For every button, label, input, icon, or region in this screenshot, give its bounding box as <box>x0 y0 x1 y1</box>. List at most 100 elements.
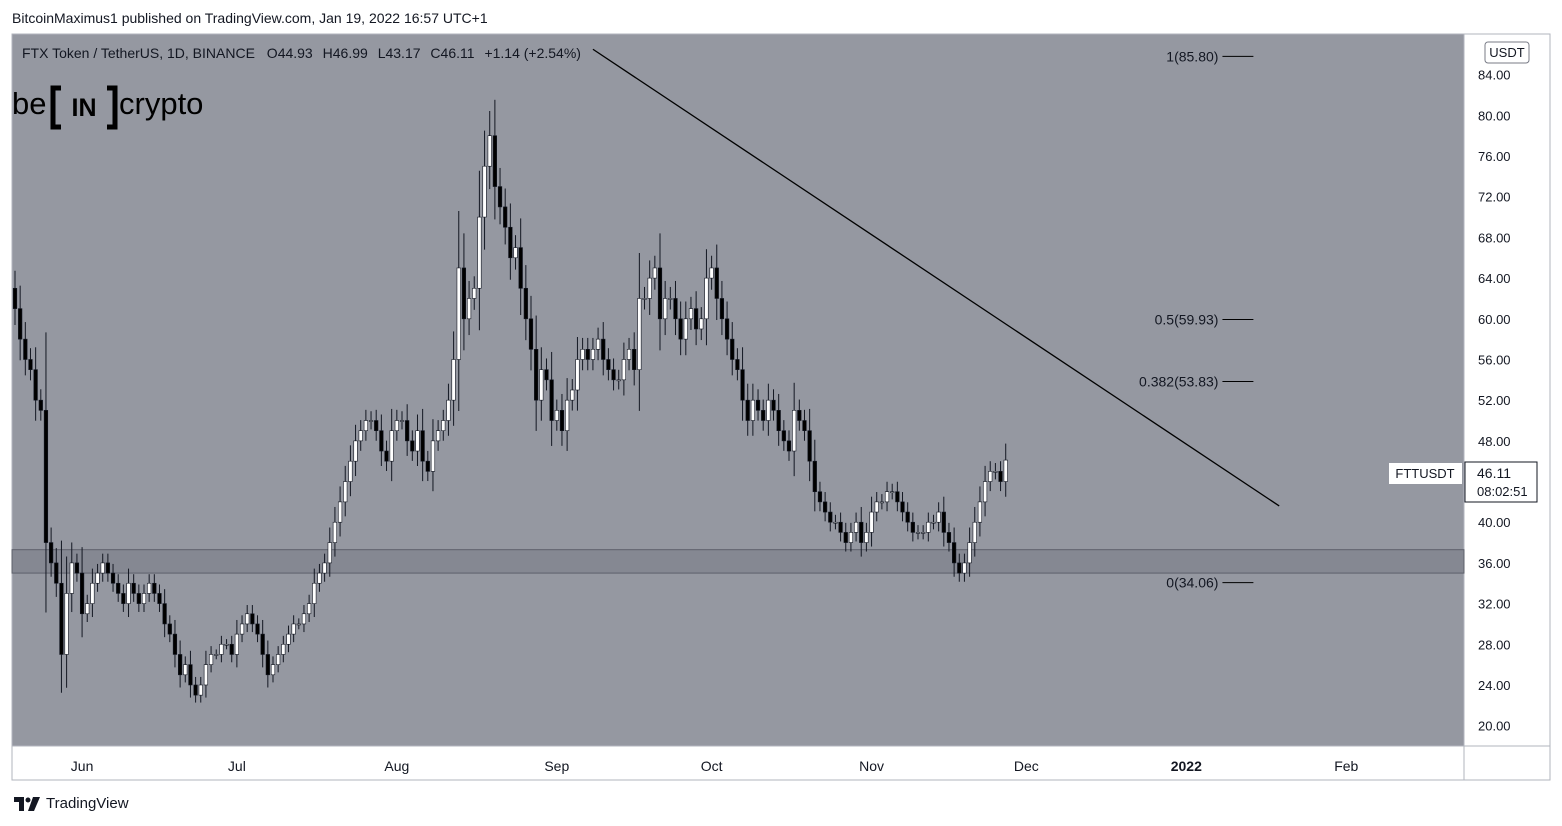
support-zone <box>11 549 1465 574</box>
candle <box>724 301 730 356</box>
candle <box>719 280 725 336</box>
candle <box>43 332 49 613</box>
candle <box>492 99 497 220</box>
candle <box>327 527 332 577</box>
candle <box>750 383 755 436</box>
candle-body <box>673 298 678 320</box>
price-tick-label: 56.00 <box>1478 352 1511 367</box>
time-tick-label: Jun <box>71 758 94 774</box>
candle <box>761 399 766 431</box>
candle <box>430 419 436 492</box>
currency-badge[interactable]: USDT <box>1484 41 1530 64</box>
candle <box>152 574 157 602</box>
price-tag-countdown: 08:02:51 <box>1477 484 1528 499</box>
candle-body <box>157 593 162 604</box>
candle <box>229 635 234 663</box>
candle-body <box>332 521 338 543</box>
candle-body <box>719 298 725 320</box>
candle-body <box>219 643 224 655</box>
candle-body <box>642 298 647 300</box>
time-tick-label: Nov <box>859 758 884 774</box>
candle <box>559 393 565 446</box>
candle-body <box>549 379 554 421</box>
candle <box>358 420 363 451</box>
candle <box>967 527 972 577</box>
candle <box>224 639 229 650</box>
candle <box>456 210 461 411</box>
candle <box>487 110 492 190</box>
candle <box>508 203 513 280</box>
price-tick-label: 28.00 <box>1478 637 1511 652</box>
candle <box>786 430 792 461</box>
candle-body <box>668 298 673 300</box>
candle-body <box>554 410 559 421</box>
candle-body <box>224 643 229 646</box>
candle <box>626 337 632 371</box>
candle <box>446 383 451 436</box>
candle-body <box>833 521 838 524</box>
candle <box>952 527 957 577</box>
candle <box>172 619 178 668</box>
time-axis[interactable] <box>12 746 1550 780</box>
candle <box>276 646 281 673</box>
high-value: 46.99 <box>333 45 368 61</box>
candle-body <box>188 664 193 686</box>
candle-body <box>79 572 85 615</box>
candle <box>18 285 23 361</box>
candle <box>79 547 85 638</box>
candle <box>957 553 962 582</box>
candle <box>982 465 988 517</box>
candle-body <box>580 349 585 360</box>
candle <box>714 244 719 321</box>
candle-body <box>270 664 276 676</box>
candle <box>652 255 657 290</box>
candle-body <box>482 165 487 218</box>
candle-body <box>730 338 735 360</box>
candle-body <box>23 338 28 360</box>
candle-body <box>936 511 941 523</box>
footer[interactable]: TradingView <box>14 795 129 812</box>
candle-body <box>136 593 141 604</box>
candle <box>239 615 245 643</box>
candle-body <box>724 318 730 340</box>
candle <box>74 553 80 582</box>
candle-body <box>694 308 699 330</box>
candle <box>771 389 776 421</box>
candle <box>394 409 399 441</box>
candle <box>817 481 823 512</box>
candle <box>988 461 993 492</box>
candle-body <box>451 359 456 401</box>
candle <box>823 492 828 522</box>
candle <box>853 512 859 542</box>
candle <box>389 408 394 482</box>
price-tick-label: 84.00 <box>1478 68 1511 83</box>
candle <box>105 553 110 582</box>
candle-body <box>812 460 817 493</box>
candle-body <box>239 623 245 635</box>
candle <box>709 255 714 290</box>
candle <box>797 399 802 431</box>
candle-body <box>972 521 977 543</box>
candle <box>441 409 446 441</box>
candle-body <box>585 349 590 360</box>
candle-body <box>260 633 265 655</box>
candle-body <box>941 511 946 533</box>
plot-area <box>12 34 1464 746</box>
candle <box>993 463 998 480</box>
price-tick-label: 36.00 <box>1478 556 1511 571</box>
candle <box>379 414 384 466</box>
candle <box>265 640 270 688</box>
high-label: H <box>323 45 333 61</box>
candle <box>301 605 307 633</box>
candle <box>828 502 833 532</box>
candle <box>415 414 420 466</box>
candle-body <box>518 247 523 289</box>
candle <box>838 512 843 542</box>
candle-body <box>957 562 962 574</box>
candle-body <box>678 318 683 340</box>
candle <box>735 348 740 381</box>
price-axis[interactable] <box>1464 34 1550 746</box>
price-tick-label: 52.00 <box>1478 393 1511 408</box>
candle <box>972 506 977 557</box>
